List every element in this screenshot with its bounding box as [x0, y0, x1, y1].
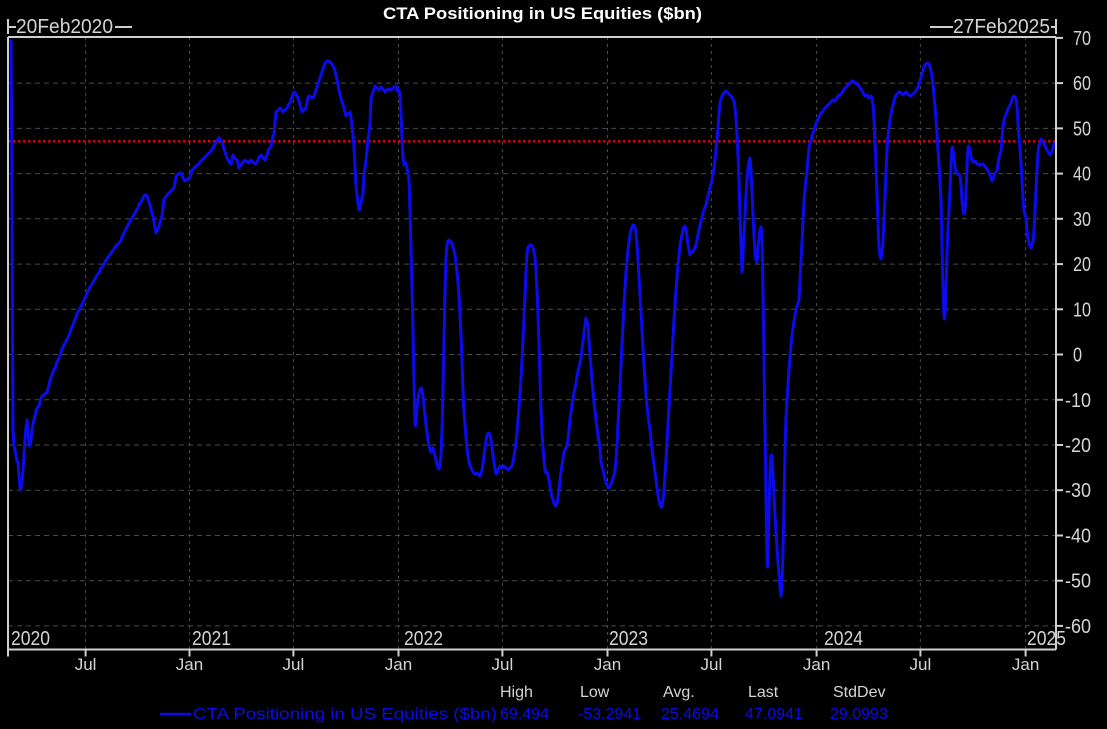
svg-text:20Feb2020: 20Feb2020	[16, 16, 113, 38]
svg-text:10: 10	[1073, 299, 1091, 321]
svg-text:-10: -10	[1065, 390, 1091, 412]
svg-text:2025: 2025	[1027, 628, 1066, 650]
svg-text:2023: 2023	[609, 628, 648, 650]
svg-text:27Feb2025: 27Feb2025	[953, 16, 1050, 38]
svg-text:-60: -60	[1065, 616, 1091, 638]
svg-text:Jan: Jan	[594, 655, 621, 674]
svg-text:-30: -30	[1065, 480, 1091, 502]
svg-text:2021: 2021	[192, 628, 231, 650]
svg-text:Jan: Jan	[803, 655, 830, 674]
svg-text:70: 70	[1073, 28, 1091, 50]
svg-text:Jan: Jan	[1012, 655, 1039, 674]
svg-text:-53.2941: -53.2941	[578, 706, 641, 723]
svg-text:High: High	[500, 684, 533, 701]
svg-text:60: 60	[1073, 73, 1091, 95]
svg-text:69.494: 69.494	[500, 706, 549, 723]
svg-text:-50: -50	[1065, 571, 1091, 593]
svg-text:Last: Last	[748, 684, 779, 701]
svg-text:25.4694: 25.4694	[661, 706, 719, 723]
svg-text:CTA Positioning in US Equities: CTA Positioning in US Equities ($bn)	[193, 706, 497, 723]
svg-text:0: 0	[1073, 345, 1082, 367]
svg-text:Jul: Jul	[492, 655, 514, 674]
svg-text:Jan: Jan	[385, 655, 412, 674]
svg-text:CTA Positioning in US Equities: CTA Positioning in US Equities ($bn)	[383, 5, 702, 23]
svg-text:20: 20	[1073, 254, 1091, 276]
svg-text:Avg.: Avg.	[663, 684, 695, 701]
svg-text:Jul: Jul	[283, 655, 305, 674]
svg-text:Jul: Jul	[701, 655, 723, 674]
svg-text:2022: 2022	[404, 628, 443, 650]
svg-text:Jul: Jul	[75, 655, 97, 674]
svg-text:Low: Low	[580, 684, 610, 701]
svg-text:2020: 2020	[11, 628, 50, 650]
svg-text:StdDev: StdDev	[833, 684, 885, 701]
svg-text:Jul: Jul	[910, 655, 932, 674]
svg-text:-20: -20	[1065, 435, 1091, 457]
svg-text:Jan: Jan	[176, 655, 203, 674]
svg-text:2024: 2024	[824, 628, 863, 650]
svg-text:-40: -40	[1065, 526, 1091, 548]
svg-text:40: 40	[1073, 164, 1091, 186]
svg-text:29.0993: 29.0993	[830, 706, 888, 723]
svg-text:50: 50	[1073, 118, 1091, 140]
svg-text:47.0941: 47.0941	[745, 706, 803, 723]
svg-text:30: 30	[1073, 209, 1091, 231]
